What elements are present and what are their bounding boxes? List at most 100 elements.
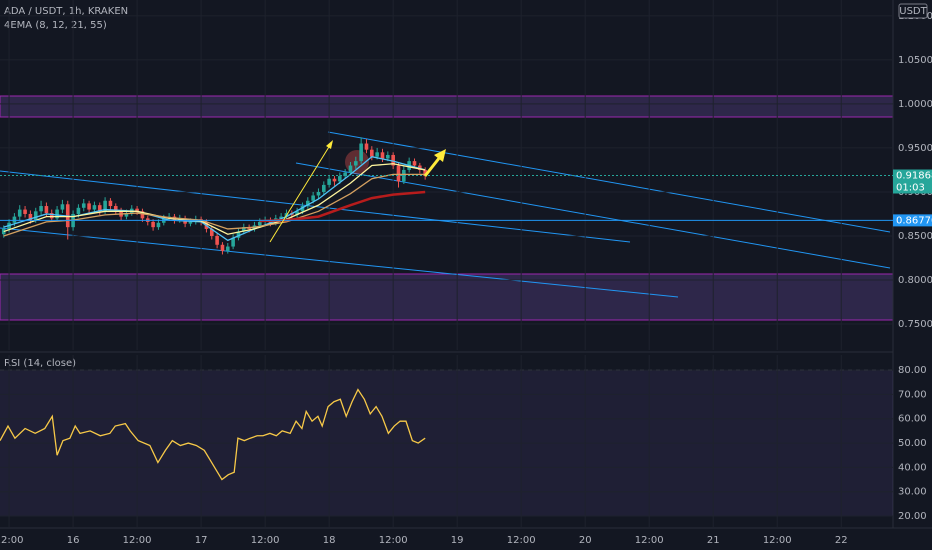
candle-body	[327, 178, 331, 185]
candle-body	[412, 161, 417, 166]
candle-body	[332, 178, 337, 182]
x-tick-label: 12:00	[635, 535, 664, 546]
candle-body	[103, 200, 107, 212]
symbol-title: ADA / USDT, 1h, KRAKEN	[4, 6, 128, 17]
indicator-label: 4EMA (8, 12, 21, 55)	[4, 20, 107, 31]
candle-body	[33, 211, 38, 221]
candle-body	[108, 200, 113, 207]
candle-body	[44, 206, 49, 214]
candle-body	[1, 228, 6, 235]
candle-body	[17, 209, 22, 217]
y-tick-label: 60.00	[898, 414, 927, 425]
candle-body	[391, 154, 395, 166]
candle-body	[39, 206, 43, 212]
candle-body	[402, 169, 406, 182]
y-tick-label: 0.800000	[898, 275, 932, 286]
candle-body	[60, 204, 65, 210]
support-zone	[0, 273, 894, 321]
currency-box	[898, 3, 928, 19]
x-tick-label: 12:00	[123, 535, 152, 546]
x-tick-label: 18	[323, 535, 336, 546]
arrow	[423, 156, 442, 177]
candle-body	[343, 172, 347, 177]
candle-body	[306, 200, 310, 207]
y-tick-label: 40.00	[898, 462, 927, 473]
candle-body	[87, 203, 91, 210]
x-tick-label: 12:00	[251, 535, 280, 546]
ema-line	[3, 163, 426, 235]
candle-body	[279, 216, 283, 219]
candle-body	[135, 208, 139, 212]
y-tick-label: 0.850000	[898, 231, 932, 242]
candle-body	[370, 149, 374, 157]
candle-body	[316, 191, 321, 196]
candle-body	[311, 195, 315, 201]
candle-body	[140, 211, 145, 219]
price-label: 0.918681	[896, 171, 932, 182]
candle-body	[338, 176, 342, 182]
price-label-box	[893, 169, 932, 194]
x-tick-label: 16	[67, 535, 80, 546]
candle-body	[81, 203, 86, 208]
y-tick-label: 20.00	[898, 511, 927, 522]
arrow-head	[326, 140, 333, 149]
price-label-box	[893, 214, 932, 227]
candle-body	[364, 143, 369, 150]
candle-body	[28, 213, 33, 221]
candle-body	[156, 222, 161, 228]
candle-body	[257, 221, 262, 226]
price-label: 0.867707	[896, 215, 932, 226]
x-tick-label: 12:00	[763, 535, 792, 546]
x-tick-label: 22	[835, 535, 848, 546]
candle-body	[423, 169, 427, 177]
x-tick-label: 21	[707, 535, 720, 546]
candle-body	[418, 165, 422, 170]
y-tick-label: 1.000000	[898, 99, 932, 110]
x-tick-label: 17	[195, 535, 208, 546]
y-tick-label: 0.950000	[898, 143, 932, 154]
trend-line	[0, 227, 679, 298]
candle-body	[375, 152, 379, 157]
candle-body	[359, 143, 363, 162]
rsi-title: RSI (14, close)	[4, 358, 76, 369]
candle-body	[386, 154, 390, 159]
rsi-line	[0, 388, 426, 481]
candle-body	[322, 184, 326, 192]
y-tick-label: 0.750000	[898, 319, 932, 330]
candle-body	[12, 216, 17, 223]
candle-body	[76, 207, 81, 214]
arrow-head	[434, 149, 446, 162]
candle-body	[300, 206, 305, 212]
ema-line	[3, 173, 426, 237]
candle-body	[97, 205, 102, 212]
x-tick-label: 12:00	[507, 535, 536, 546]
x-tick-label: 12:00	[0, 535, 23, 546]
candle-body	[49, 213, 54, 219]
candle-body	[188, 221, 193, 224]
candle-body	[124, 213, 129, 217]
candle-body	[225, 246, 230, 251]
candle-body	[295, 211, 299, 215]
y-tick-label: 80.00	[898, 365, 927, 376]
y-tick-label: 30.00	[898, 487, 927, 498]
y-tick-label: 70.00	[898, 389, 927, 400]
arrow	[269, 141, 333, 243]
candle-body	[215, 235, 219, 245]
candle-body	[236, 231, 241, 238]
resistance-zone	[0, 95, 894, 118]
candle-body	[151, 221, 155, 228]
trend-line	[295, 162, 891, 269]
candle-body	[231, 237, 235, 247]
price-axis	[893, 0, 932, 550]
countdown-label: 01:03	[896, 183, 925, 194]
candle-body	[348, 165, 353, 173]
x-tick-label: 20	[579, 535, 592, 546]
candle-body	[380, 152, 385, 159]
candle-body	[241, 227, 246, 232]
candle-body	[55, 209, 59, 219]
candle-body	[354, 161, 358, 166]
candle-body	[209, 228, 214, 236]
candle-body	[92, 205, 97, 210]
y-tick-label: 1.050000	[898, 55, 932, 66]
